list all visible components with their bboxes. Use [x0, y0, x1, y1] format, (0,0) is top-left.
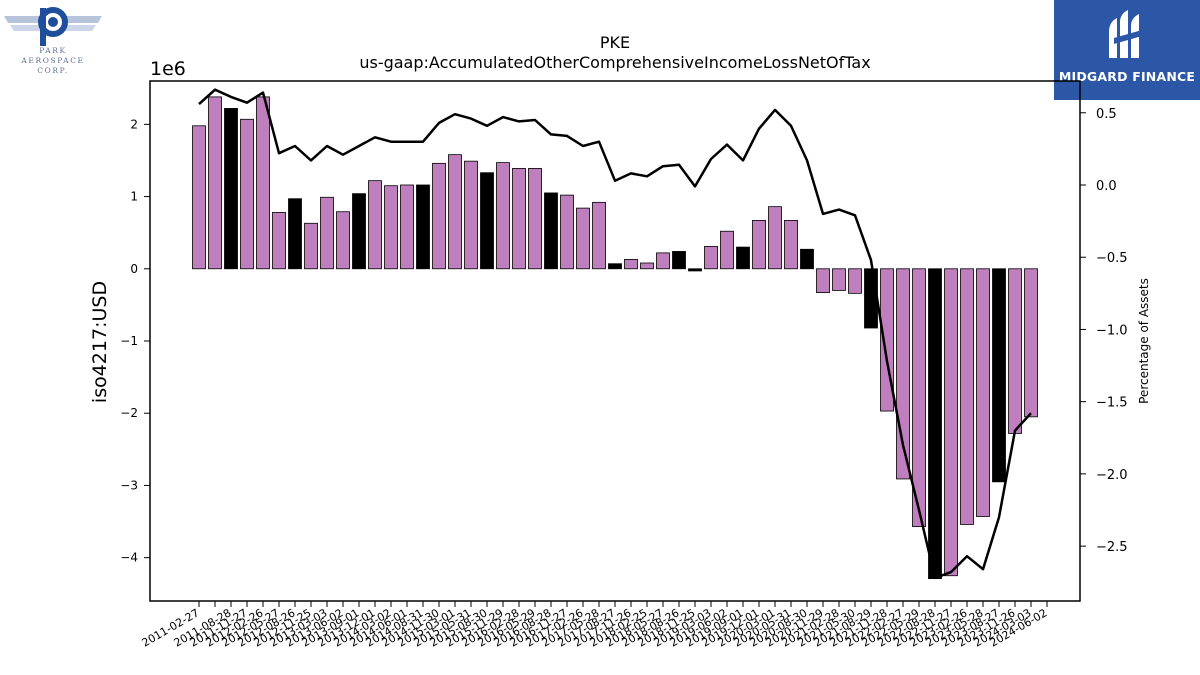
bar [592, 201, 606, 270]
chart-title: PKE [600, 33, 630, 52]
y-tick-label: −2 [120, 406, 138, 420]
chart-subtitle: us-gaap:AccumulatedOtherComprehensiveInc… [359, 53, 870, 72]
bar [224, 108, 238, 270]
bar [864, 268, 878, 329]
park-aerospace-emblem-icon [4, 7, 102, 46]
bar [624, 258, 638, 270]
logo-line-1: PARK [39, 46, 67, 55]
logo-line-2: AEROSPACE [21, 56, 85, 65]
bar [784, 219, 798, 270]
bar [464, 160, 478, 270]
midgard-finance-label: MIDGARD FINANCE [1058, 69, 1196, 84]
y-tick-label: −1 [120, 334, 138, 348]
bar [960, 268, 974, 525]
bar [256, 96, 270, 270]
bar [800, 248, 814, 270]
y-tick-label: −3 [120, 478, 138, 492]
bar [496, 162, 510, 270]
y-axis-label: iso4217:USD [89, 281, 111, 403]
bar [736, 246, 750, 270]
bar [576, 207, 590, 270]
bar [976, 268, 990, 517]
bar [1008, 268, 1022, 434]
midgard-finance-logo: MIDGARD FINANCE [1054, 0, 1200, 100]
bar [368, 180, 382, 270]
y-multiplier-label: 1e6 [150, 58, 186, 80]
bar [992, 268, 1006, 483]
bar [272, 212, 286, 270]
bar [304, 222, 318, 270]
bar [448, 154, 462, 270]
y2-axis-label: Percentage of Assets [1137, 278, 1151, 404]
bar [608, 263, 622, 270]
bar [720, 230, 734, 270]
bar [816, 268, 830, 294]
bar [384, 185, 398, 270]
bar [512, 167, 526, 270]
y-tick-label: 1 [130, 190, 138, 204]
series-line [198, 88, 1032, 580]
bar [208, 96, 222, 270]
bar [688, 268, 702, 272]
bar [656, 252, 670, 270]
bar [752, 219, 766, 270]
bar [192, 125, 206, 270]
plot-frame [149, 80, 1081, 602]
bar [928, 268, 942, 580]
logo-line-3: CORP. [37, 66, 69, 75]
y2-tick-label: −2.5 [1096, 540, 1128, 555]
bar [240, 118, 254, 270]
park-aerospace-logo: PARK AEROSPACE CORP. [4, 4, 102, 76]
y2-tick-label: 0.0 [1096, 179, 1117, 194]
bar [288, 198, 302, 270]
y2-tick-label: −1.0 [1096, 323, 1128, 338]
bar [528, 167, 542, 270]
y2-tick-label: 0.5 [1096, 107, 1117, 122]
bar [480, 172, 494, 270]
bar [400, 184, 414, 270]
bar [544, 192, 558, 270]
bar [336, 211, 350, 270]
bar [320, 196, 334, 270]
y-tick-label: −4 [120, 551, 138, 565]
y2-tick-label: −0.5 [1096, 251, 1128, 266]
bar [416, 184, 430, 270]
bar [672, 251, 686, 270]
bar [912, 268, 926, 528]
y2-tick-label: −2.0 [1096, 468, 1128, 483]
bar [352, 193, 366, 270]
bar [560, 194, 574, 270]
bar [432, 162, 446, 270]
bar [832, 268, 846, 291]
y2-tick-label: −1.5 [1096, 396, 1128, 411]
y-tick-label: 2 [130, 117, 138, 131]
bar [944, 268, 958, 577]
midgard-emblem-icon [1109, 10, 1142, 58]
bar [704, 245, 718, 270]
bar [640, 262, 654, 270]
bar [768, 206, 782, 270]
bar [1024, 268, 1038, 418]
bar [848, 268, 862, 294]
y-tick-label: 0 [130, 262, 138, 276]
